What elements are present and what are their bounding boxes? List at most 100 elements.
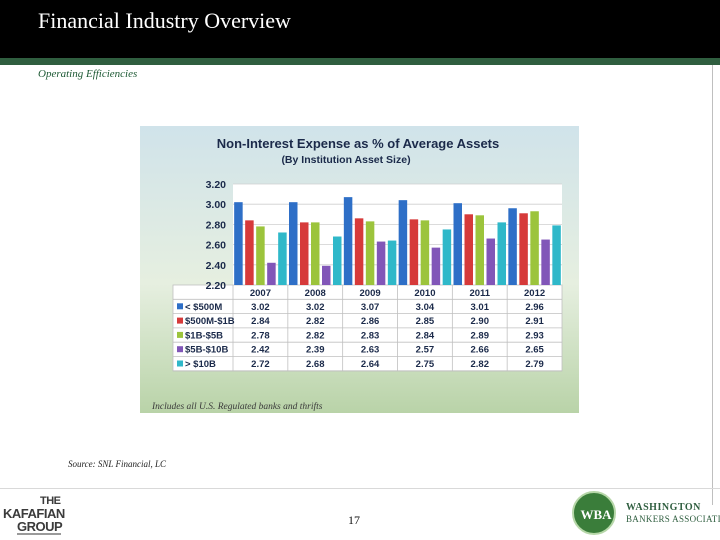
bar	[497, 222, 506, 285]
data-label: 2.75	[416, 359, 435, 370]
data-label: 2.96	[525, 302, 544, 313]
slide-subtitle: Operating Efficiencies	[38, 68, 138, 80]
data-label: 2.85	[416, 316, 435, 327]
slide-header: Financial Industry Overview	[0, 0, 720, 58]
chart-title: Non-Interest Expense as % of Average Ass…	[217, 136, 500, 151]
bar	[245, 220, 254, 285]
y-tick-label: 3.20	[206, 179, 227, 191]
bar	[420, 220, 430, 285]
y-tick-label: 2.80	[206, 219, 227, 231]
data-label: 2.90	[471, 316, 490, 327]
legend-swatch	[177, 303, 183, 310]
chart-svg: Non-Interest Expense as % of Average Ass…	[140, 126, 579, 413]
chart-container: Non-Interest Expense as % of Average Ass…	[140, 126, 579, 413]
category-label: 2011	[469, 288, 490, 299]
data-label: 3.01	[471, 302, 490, 313]
wba-name-line1: WASHINGTON	[626, 502, 701, 513]
y-tick-label: 3.00	[206, 199, 227, 211]
data-label: 2.84	[416, 330, 435, 341]
bar	[322, 265, 331, 285]
bar	[289, 202, 298, 285]
wba-mark-text: WBA	[580, 507, 612, 522]
source-note: Source: SNL Financial, LC	[68, 459, 167, 469]
bar	[398, 200, 408, 285]
series-label: $1B-$5B	[185, 330, 223, 341]
data-label: 2.68	[306, 359, 325, 370]
y-tick-label: 2.60	[206, 240, 227, 252]
page-number: 17	[348, 513, 360, 527]
data-label: 2.83	[361, 330, 380, 341]
data-label: 2.39	[306, 345, 325, 356]
ytick-layer: 3.20 3.00 2.80 2.60 2.40 2.20	[206, 179, 227, 292]
bar	[552, 225, 561, 285]
wba-logo: WBA WASHINGTON BANKERS ASSOCIATION	[572, 490, 720, 536]
bar	[475, 215, 484, 285]
data-label: 2.79	[525, 359, 544, 370]
series-label: < $500M	[185, 302, 222, 313]
legend-swatch	[177, 360, 183, 367]
slide-title: Financial Industry Overview	[38, 8, 291, 33]
bar	[442, 229, 452, 285]
bar	[311, 222, 320, 285]
bar	[409, 219, 419, 285]
bar	[267, 262, 276, 285]
wba-mark-circle: WBA	[572, 491, 616, 535]
data-label: 2.93	[525, 330, 544, 341]
data-label: 3.04	[416, 302, 435, 313]
data-label: 2.65	[525, 345, 544, 356]
data-label: 2.72	[251, 359, 270, 370]
data-label: 2.82	[471, 359, 490, 370]
bar	[278, 232, 287, 285]
data-label: 2.64	[361, 359, 380, 370]
data-label: 2.91	[525, 316, 544, 327]
data-label: 2.84	[251, 316, 270, 327]
bar	[453, 203, 462, 285]
kafafian-group-logo: THE KAFAFIAN GROUP	[3, 495, 71, 537]
data-label: 2.63	[361, 345, 380, 356]
plot-area	[233, 184, 562, 285]
bar	[343, 197, 353, 285]
bar	[256, 226, 265, 285]
bar	[464, 214, 473, 285]
category-label: 2007	[250, 288, 271, 299]
bar	[333, 236, 342, 285]
bar	[541, 239, 550, 285]
bar	[431, 247, 441, 285]
series-label: $500M-$1B	[185, 316, 235, 327]
chart-footnote: Includes all U.S. Regulated banks and th…	[151, 401, 323, 412]
bar	[508, 208, 517, 285]
bar	[354, 218, 364, 285]
bar	[300, 222, 309, 285]
series-label: > $10B	[185, 359, 216, 370]
bar	[365, 221, 375, 285]
data-label: 2.78	[251, 330, 270, 341]
right-divider	[712, 65, 713, 505]
data-label: 2.82	[306, 330, 325, 341]
chart-subtitle: (By Institution Asset Size)	[281, 154, 410, 166]
bar	[530, 211, 539, 285]
category-label: 2009	[360, 288, 381, 299]
header-rule	[0, 58, 720, 65]
bar	[387, 240, 397, 285]
logo-left-line2: KAFAFIAN	[3, 506, 65, 521]
legend-swatch	[177, 317, 183, 324]
logo-left-line3: GROUP	[17, 519, 63, 534]
category-label: 2012	[524, 288, 545, 299]
bar	[519, 213, 528, 285]
category-label: 2010	[414, 288, 435, 299]
bar	[486, 238, 495, 285]
data-label: 2.42	[251, 345, 270, 356]
data-table: 2007 2008 2009 2010 2011 2012 < $500M 3.02 3.02 3…	[173, 285, 562, 372]
wba-name-line2: BANKERS ASSOCIATION	[626, 514, 720, 524]
data-label: 2.57	[416, 345, 435, 356]
legend-swatch	[177, 331, 183, 338]
y-tick-label: 2.20	[206, 280, 227, 292]
data-label: 2.66	[471, 345, 490, 356]
data-label: 2.89	[471, 330, 490, 341]
bar	[376, 241, 386, 285]
logo-left-tagline-bar	[17, 533, 61, 535]
category-label: 2008	[305, 288, 326, 299]
data-label: 2.86	[361, 316, 380, 327]
logo-left-line1: THE	[40, 495, 61, 507]
footer-divider	[0, 488, 720, 489]
